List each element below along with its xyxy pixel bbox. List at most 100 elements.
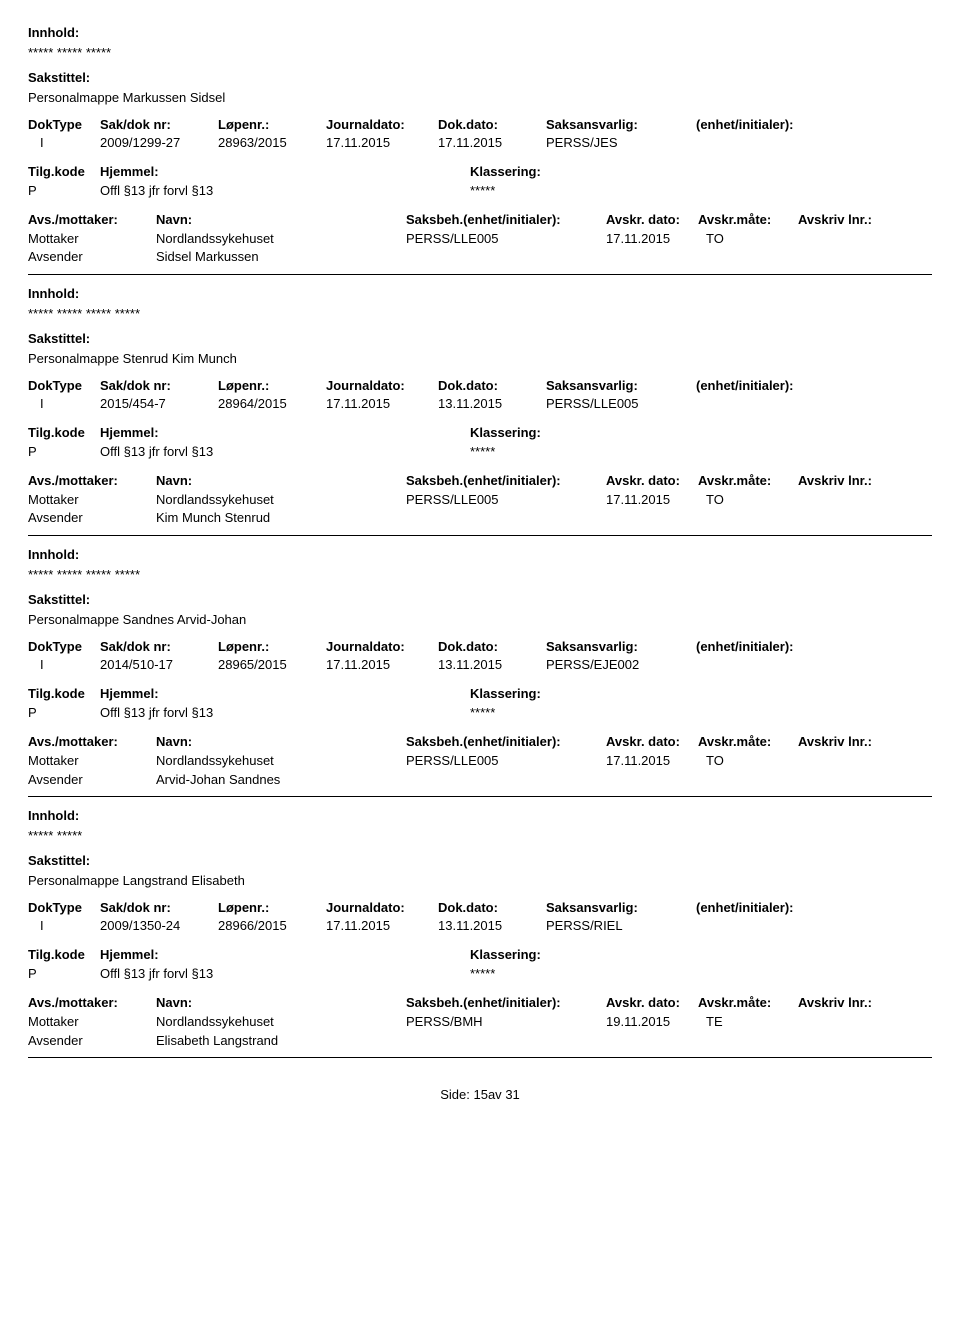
avskrivlnr-label: Avskriv lnr.: (798, 211, 908, 229)
journaldato-label: Journaldato: (326, 899, 438, 917)
sakdok-label: Sak/dok nr: (100, 116, 218, 134)
avskrmate-label: Avskr.måte: (698, 211, 798, 229)
doc-header-row: DokType Sak/dok nr: Løpenr.: Journaldato… (28, 899, 932, 917)
tilg-header-row: Tilg.kode Hjemmel: Klassering: (28, 685, 932, 703)
avskrdato-value: 17.11.2015 (606, 752, 706, 770)
sakstittel-value: Personalmappe Stenrud Kim Munch (28, 350, 932, 368)
doktype-label: DokType (28, 377, 100, 395)
avskrdato-value: 19.11.2015 (606, 1013, 706, 1031)
saksansvarlig-label: Saksansvarlig: (546, 116, 696, 134)
avs-header-row: Avs./mottaker: Navn: Saksbeh.(enhet/init… (28, 733, 932, 751)
avskrmate-value: TO (706, 491, 798, 509)
mottaker-navn: Nordlandssykehuset (156, 230, 406, 248)
avskrmate-label: Avskr.måte: (698, 733, 798, 751)
journaldato-value: 17.11.2015 (326, 656, 438, 674)
navn-label: Navn: (156, 472, 406, 490)
lopenr-label: Løpenr.: (218, 899, 326, 917)
saksbeh-value: PERSS/LLE005 (406, 491, 606, 509)
sakstittel-label: Sakstittel: (28, 69, 932, 87)
sakdok-value: 2015/454-7 (100, 395, 218, 413)
klassering-label: Klassering: (470, 424, 770, 442)
navn-label: Navn: (156, 994, 406, 1012)
tilg-value-row: P Offl §13 jfr forvl §13 ***** (28, 965, 932, 983)
sakstittel-label: Sakstittel: (28, 591, 932, 609)
doktype-value: I (28, 395, 100, 413)
avskrdato-value: 17.11.2015 (606, 491, 706, 509)
journal-record: Innhold: ***** ***** ***** Sakstittel: P… (28, 24, 932, 266)
tilgkode-label: Tilg.kode (28, 946, 100, 964)
mottaker-label: Mottaker (28, 491, 156, 509)
sakdok-value: 2009/1350-24 (100, 917, 218, 935)
saksansvarlig-label: Saksansvarlig: (546, 377, 696, 395)
record-divider (28, 796, 932, 797)
avsender-row: Avsender Arvid-Johan Sandnes (28, 771, 932, 789)
mottaker-row: Mottaker Nordlandssykehuset PERSS/BMH 19… (28, 1013, 932, 1031)
doc-header-row: DokType Sak/dok nr: Løpenr.: Journaldato… (28, 116, 932, 134)
hjemmel-value: Offl §13 jfr forvl §13 (100, 182, 470, 200)
hjemmel-value: Offl §13 jfr forvl §13 (100, 704, 470, 722)
avsmottaker-label: Avs./mottaker: (28, 994, 156, 1012)
saksansvarlig-value: PERSS/LLE005 (546, 395, 696, 413)
doc-value-row: I 2009/1299-27 28963/2015 17.11.2015 17.… (28, 134, 932, 152)
side-label: Side: (440, 1087, 470, 1102)
avskrivlnr-label: Avskriv lnr.: (798, 472, 908, 490)
avskrivlnr-label: Avskriv lnr.: (798, 733, 908, 751)
enhet-label: (enhet/initialer): (696, 638, 856, 656)
mottaker-navn: Nordlandssykehuset (156, 491, 406, 509)
page-current: 15 (473, 1087, 487, 1102)
doktype-label: DokType (28, 899, 100, 917)
doktype-value: I (28, 134, 100, 152)
dokdato-label: Dok.dato: (438, 377, 546, 395)
doc-value-row: I 2014/510-17 28965/2015 17.11.2015 13.1… (28, 656, 932, 674)
tilg-value-row: P Offl §13 jfr forvl §13 ***** (28, 443, 932, 461)
lopenr-label: Løpenr.: (218, 116, 326, 134)
avskrmate-value: TO (706, 230, 798, 248)
saksansvarlig-label: Saksansvarlig: (546, 899, 696, 917)
klassering-label: Klassering: (470, 685, 770, 703)
doc-header-row: DokType Sak/dok nr: Løpenr.: Journaldato… (28, 638, 932, 656)
doc-header-row: DokType Sak/dok nr: Løpenr.: Journaldato… (28, 377, 932, 395)
page-total: 31 (505, 1087, 519, 1102)
navn-label: Navn: (156, 733, 406, 751)
sakstittel-value: Personalmappe Langstrand Elisabeth (28, 872, 932, 890)
avsender-label: Avsender (28, 1032, 156, 1050)
mottaker-label: Mottaker (28, 752, 156, 770)
navn-label: Navn: (156, 211, 406, 229)
enhet-label: (enhet/initialer): (696, 377, 856, 395)
journaldato-label: Journaldato: (326, 638, 438, 656)
tilg-value-row: P Offl §13 jfr forvl §13 ***** (28, 182, 932, 200)
klassering-label: Klassering: (470, 946, 770, 964)
avs-header-row: Avs./mottaker: Navn: Saksbeh.(enhet/init… (28, 994, 932, 1012)
avsender-row: Avsender Elisabeth Langstrand (28, 1032, 932, 1050)
sakdok-label: Sak/dok nr: (100, 899, 218, 917)
doktype-label: DokType (28, 116, 100, 134)
avskrdato-label: Avskr. dato: (606, 733, 698, 751)
avsender-label: Avsender (28, 248, 156, 266)
tilgkode-label: Tilg.kode (28, 685, 100, 703)
avsmottaker-label: Avs./mottaker: (28, 472, 156, 490)
record-divider (28, 1057, 932, 1058)
doc-value-row: I 2009/1350-24 28966/2015 17.11.2015 13.… (28, 917, 932, 935)
lopenr-value: 28964/2015 (218, 395, 326, 413)
mottaker-label: Mottaker (28, 230, 156, 248)
hjemmel-value: Offl §13 jfr forvl §13 (100, 965, 470, 983)
mottaker-row: Mottaker Nordlandssykehuset PERSS/LLE005… (28, 752, 932, 770)
avsmottaker-label: Avs./mottaker: (28, 733, 156, 751)
saksbeh-label: Saksbeh.(enhet/initialer): (406, 472, 606, 490)
sakstittel-value: Personalmappe Markussen Sidsel (28, 89, 932, 107)
avsender-navn: Kim Munch Stenrud (156, 509, 406, 527)
mottaker-row: Mottaker Nordlandssykehuset PERSS/LLE005… (28, 491, 932, 509)
saksansvarlig-label: Saksansvarlig: (546, 638, 696, 656)
innhold-label: Innhold: (28, 807, 932, 825)
innhold-value: ***** ***** ***** (28, 44, 932, 62)
avskrivlnr-label: Avskriv lnr.: (798, 994, 908, 1012)
enhet-label: (enhet/initialer): (696, 899, 856, 917)
tilgkode-value: P (28, 704, 100, 722)
sakstittel-label: Sakstittel: (28, 330, 932, 348)
tilg-header-row: Tilg.kode Hjemmel: Klassering: (28, 163, 932, 181)
lopenr-label: Løpenr.: (218, 377, 326, 395)
avskrmate-value: TO (706, 752, 798, 770)
saksbeh-value: PERSS/LLE005 (406, 752, 606, 770)
tilgkode-value: P (28, 182, 100, 200)
dokdato-value: 13.11.2015 (438, 656, 546, 674)
